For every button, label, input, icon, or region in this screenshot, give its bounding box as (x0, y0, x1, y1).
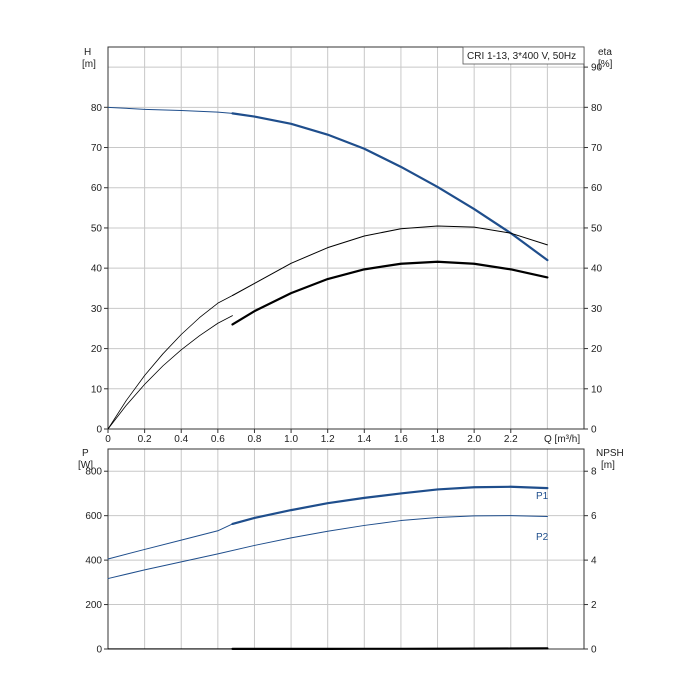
head-tick-label: 80 (91, 103, 103, 114)
eta-axis-ticks: 0 10 20 30 40 50 60 70 80 90 (584, 63, 603, 436)
head-axis-label: H (84, 47, 91, 58)
top-chart-frame (107, 46, 585, 430)
npsh-tick-label: 2 (591, 600, 597, 611)
eta-tick-label: 60 (591, 183, 603, 194)
npsh-tick-label: 0 (591, 645, 597, 656)
npsh-tick-label: 4 (591, 556, 597, 567)
eta-tick-label: 20 (591, 344, 603, 355)
flow-axis-label: Q [m³/h] (544, 434, 580, 445)
npsh-tick-label: 8 (591, 467, 597, 478)
flow-tick-label: 0.2 (138, 434, 152, 445)
flow-tick-label: 2.0 (467, 434, 481, 445)
series-H-line (231, 112, 549, 262)
flow-tick-label: 1.2 (321, 434, 335, 445)
eta-tick-label: 40 (591, 264, 603, 275)
flow-tick-label: 0 (105, 434, 111, 445)
eta-tick-label: 80 (591, 103, 603, 114)
head-tick-label: 20 (91, 344, 103, 355)
head-tick-label: 30 (91, 304, 103, 315)
series-P2-line (107, 515, 548, 580)
power-tick-label: 600 (85, 511, 102, 522)
top-chart-grid (108, 47, 584, 429)
power-tick-label: 200 (85, 600, 102, 611)
power-axis-unit: [W] (78, 460, 93, 471)
eta-axis-label: eta (598, 47, 612, 58)
series-eta-total-thin-line (107, 315, 233, 430)
p2-series-label: P2 (536, 532, 549, 543)
npsh-axis-ticks: 0 2 4 6 8 (584, 467, 597, 656)
series-P1-line (231, 485, 549, 525)
series-eta-pump-line (231, 225, 548, 296)
eta-tick-label: 0 (591, 425, 597, 436)
series-P1-thin-line (107, 523, 233, 560)
flow-tick-label: 1.4 (357, 434, 371, 445)
head-axis-ticks: 0 10 20 30 40 50 60 70 80 (91, 103, 108, 436)
npsh-axis-unit: [m] (601, 460, 615, 471)
eta-tick-label: 90 (591, 63, 603, 74)
eta-tick-label: 50 (591, 223, 603, 234)
flow-tick-label: 1.0 (284, 434, 298, 445)
flow-tick-label: 1.8 (431, 434, 445, 445)
flow-axis-ticks: 0 0.2 0.4 0.6 0.8 1.0 1.2 1.4 1.6 1.8 2.0 2.2 (105, 429, 518, 445)
power-tick-label: 400 (85, 556, 102, 567)
head-tick-label: 60 (91, 183, 103, 194)
top-chart-series (107, 106, 549, 430)
flow-tick-label: 0.6 (211, 434, 225, 445)
npsh-tick-label: 6 (591, 511, 597, 522)
series-H-thin-line (107, 106, 233, 114)
head-tick-label: 0 (96, 425, 102, 436)
power-tick-label: 800 (85, 467, 102, 478)
head-tick-label: 40 (91, 264, 103, 275)
eta-tick-label: 30 (591, 304, 603, 315)
power-tick-label: 0 (96, 645, 102, 656)
eta-tick-label: 70 (591, 143, 603, 154)
power-axis-label: P (82, 448, 89, 459)
npsh-axis-label: NPSH (596, 448, 624, 459)
head-tick-label: 70 (91, 143, 103, 154)
flow-tick-label: 2.2 (504, 434, 518, 445)
bottom-chart-series (107, 485, 549, 650)
power-axis-ticks: 0 200 400 600 800 (85, 467, 108, 656)
chart-title-box (462, 46, 585, 65)
head-tick-label: 10 (91, 384, 103, 395)
chart-title: CRI 1-13, 3*400 V, 50Hz (467, 51, 576, 62)
head-tick-label: 50 (91, 223, 103, 234)
flow-tick-label: 1.6 (394, 434, 408, 445)
head-axis-unit: [m] (82, 59, 96, 70)
series-eta-pump-thin-line (107, 295, 233, 430)
eta-tick-label: 10 (591, 384, 603, 395)
flow-tick-label: 0.4 (174, 434, 188, 445)
eta-axis-unit: [%] (598, 59, 613, 70)
series-eta-total-line (231, 260, 549, 326)
flow-tick-label: 0.8 (248, 434, 262, 445)
p1-series-label: P1 (536, 491, 549, 502)
